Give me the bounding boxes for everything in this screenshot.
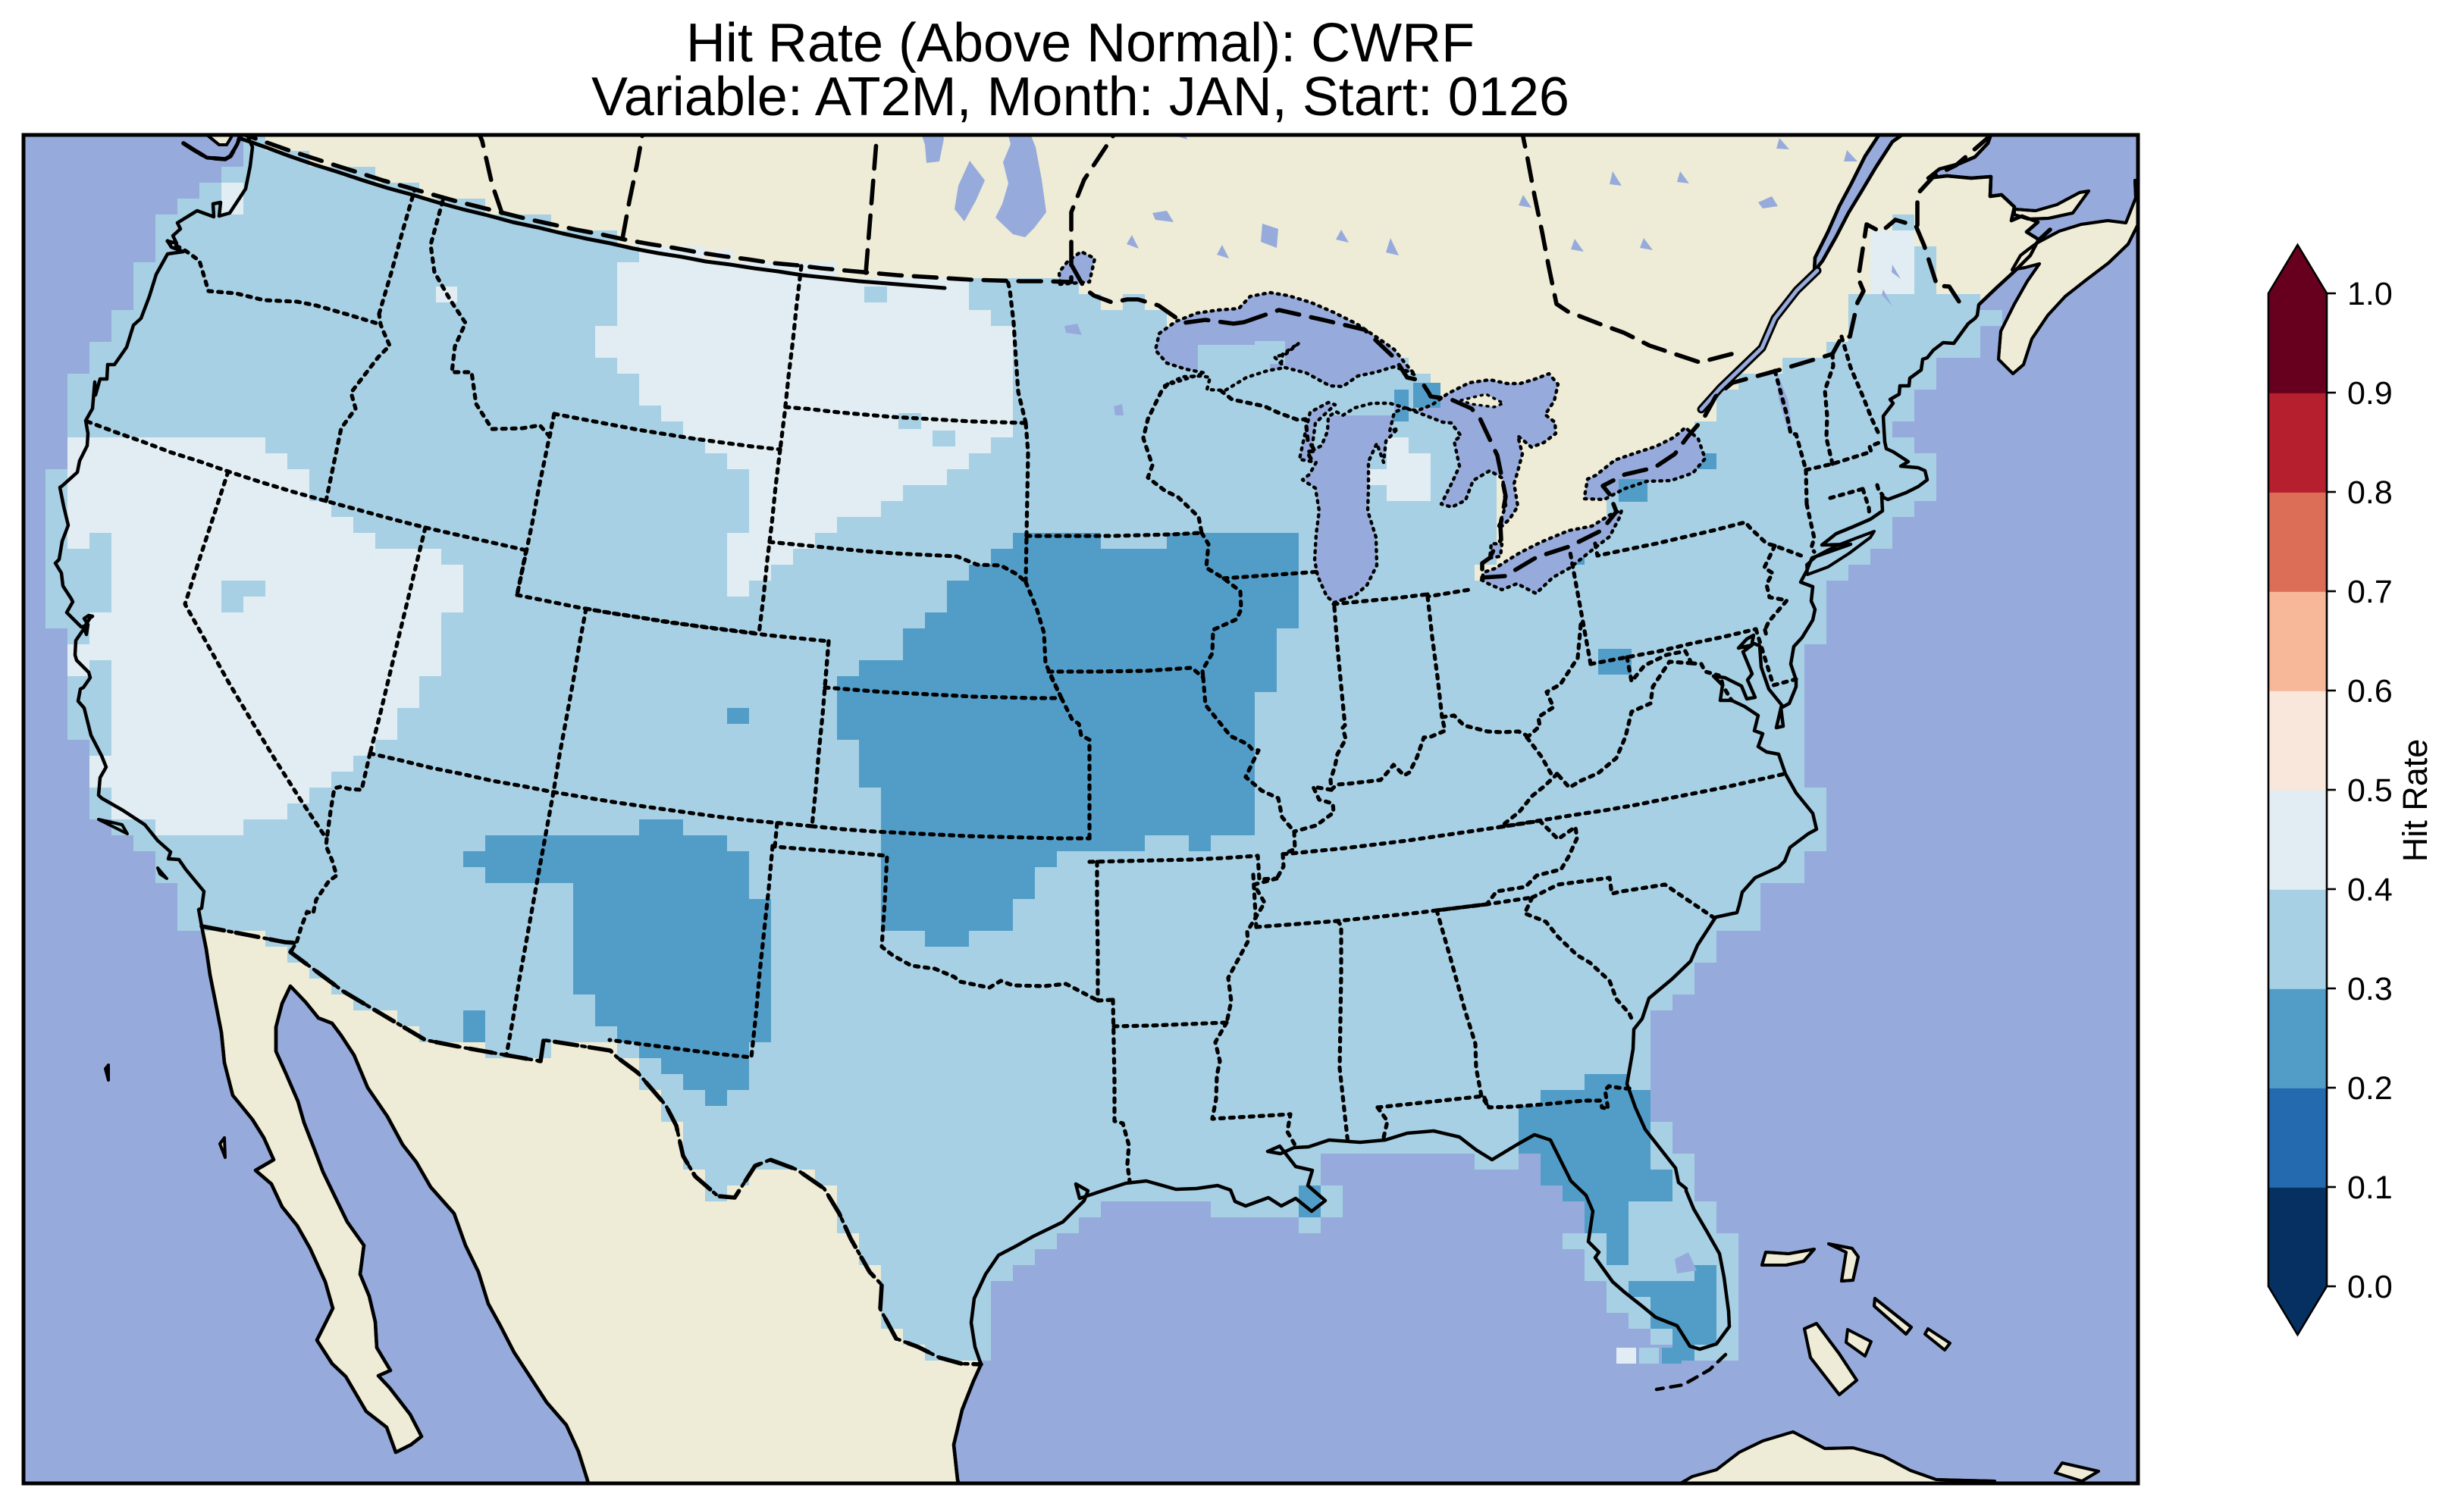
svg-text:0.3: 0.3 bbox=[2347, 971, 2393, 1007]
svg-text:0.0: 0.0 bbox=[2347, 1269, 2393, 1305]
svg-text:0.7: 0.7 bbox=[2347, 574, 2393, 610]
svg-text:0.5: 0.5 bbox=[2347, 772, 2393, 809]
svg-text:0.4: 0.4 bbox=[2347, 872, 2393, 908]
svg-text:0.9: 0.9 bbox=[2347, 375, 2393, 412]
svg-text:1.0: 1.0 bbox=[2347, 276, 2393, 312]
svg-text:0.2: 0.2 bbox=[2347, 1070, 2393, 1107]
svg-text:Hit Rate: Hit Rate bbox=[2396, 739, 2434, 863]
svg-text:0.1: 0.1 bbox=[2347, 1170, 2393, 1206]
svg-text:0.8: 0.8 bbox=[2347, 475, 2393, 511]
svg-text:Hit Rate (Above Normal): CWRF: Hit Rate (Above Normal): CWRF bbox=[686, 13, 1475, 74]
svg-text:0.6: 0.6 bbox=[2347, 673, 2393, 709]
svg-text:Variable: AT2M, Month: JAN, St: Variable: AT2M, Month: JAN, Start: 0126 bbox=[591, 67, 1569, 127]
